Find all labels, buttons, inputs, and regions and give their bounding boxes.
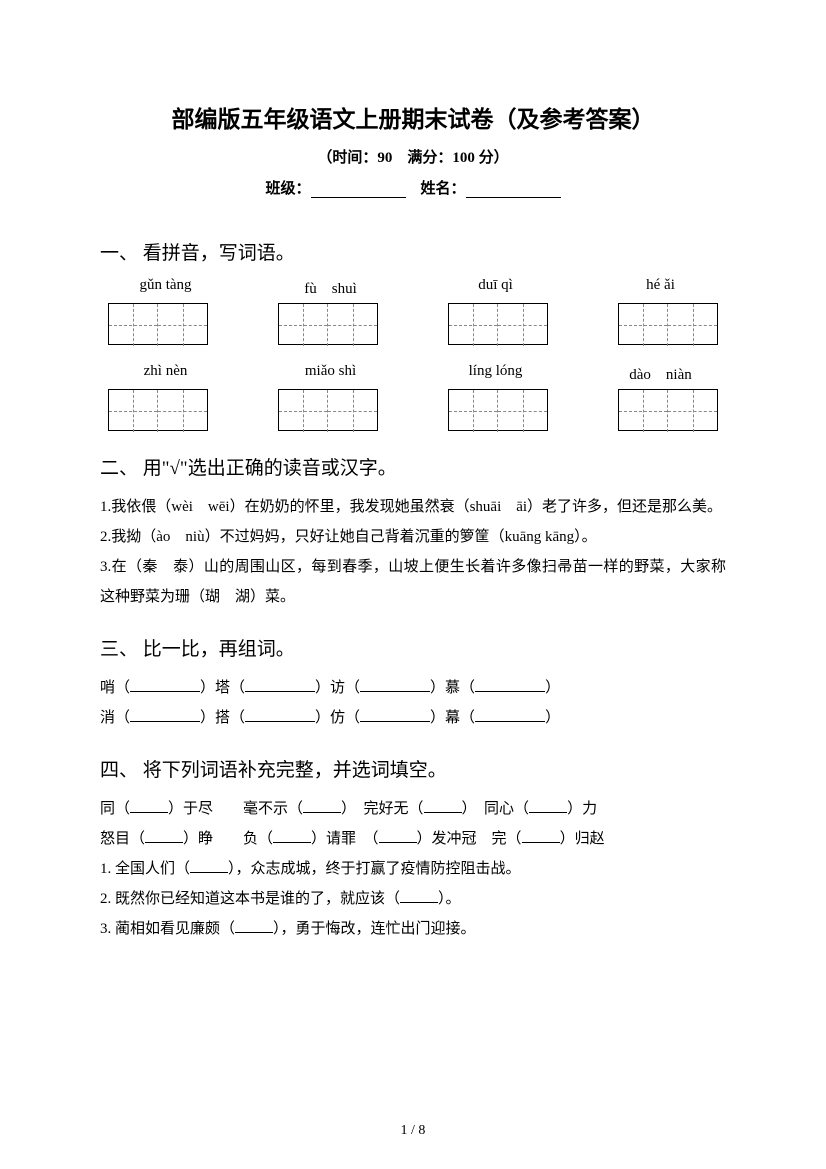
fill-blank[interactable] xyxy=(475,706,545,722)
fill-blank[interactable] xyxy=(145,827,183,843)
fill-blank[interactable] xyxy=(130,797,168,813)
pinyin-1-3: duī qì xyxy=(438,277,553,298)
fill-blank[interactable] xyxy=(360,706,430,722)
pinyin-2-1: zhì nèn xyxy=(108,363,223,384)
pinyin-1-4: hé ǎi xyxy=(603,277,718,298)
section-4-item-1: 1. 全国人们（），众志成城，终于打赢了疫情防控阻击战。 xyxy=(100,854,726,884)
class-blank[interactable] xyxy=(311,180,406,198)
fill-blank[interactable] xyxy=(130,706,200,722)
fill-blank[interactable] xyxy=(522,827,560,843)
pinyin-2-4: dào niàn xyxy=(603,363,718,384)
section-4-item-2: 2. 既然你已经知道这本书是谁的了，就应该（）。 xyxy=(100,884,726,914)
pinyin-row-2: zhì nèn miǎo shì líng lóng dào niàn xyxy=(100,363,726,384)
fill-blank[interactable] xyxy=(235,917,273,933)
box-row-2 xyxy=(100,389,726,431)
char-box[interactable] xyxy=(278,389,378,431)
char-box[interactable] xyxy=(448,303,548,345)
section-4-line-2: 怒目（）睁 负（）请罪 （）发冲冠 完（）归赵 xyxy=(100,824,726,854)
fill-blank[interactable] xyxy=(360,676,430,692)
section-4-title: 四、 将下列词语补充完整，并选词填空。 xyxy=(100,755,726,782)
box-row-1 xyxy=(100,303,726,345)
pinyin-row-1: gǔn tàng fù shuì duī qì hé ǎi xyxy=(100,277,726,298)
pinyin-1-2: fù shuì xyxy=(273,277,388,298)
pinyin-1-1: gǔn tàng xyxy=(108,277,223,298)
section-2-item-2: 2.我拗（ào niù）不过妈妈，只好让她自己背着沉重的箩筐（kuāng kān… xyxy=(100,522,726,552)
name-blank[interactable] xyxy=(466,180,561,198)
char-box[interactable] xyxy=(278,303,378,345)
section-2-item-3: 3.在（秦 泰）山的周围山区，每到春季，山坡上便生长着许多像扫帚苗一样的野菜，大… xyxy=(100,552,726,612)
section-1-title: 一、 看拼音，写词语。 xyxy=(100,238,726,265)
fill-blank[interactable] xyxy=(130,676,200,692)
char-box[interactable] xyxy=(618,303,718,345)
section-3-title: 三、 比一比，再组词。 xyxy=(100,634,726,661)
section-4-line-1: 同（）于尽 毫不示（） 完好无（） 同心（）力 xyxy=(100,794,726,824)
section-3-line-2: 消（）搭（）仿（）幕（） xyxy=(100,703,726,733)
fill-blank[interactable] xyxy=(529,797,567,813)
char-box[interactable] xyxy=(618,389,718,431)
student-info-line: 班级： 姓名： xyxy=(100,177,726,198)
char-box[interactable] xyxy=(448,389,548,431)
page-number: 1 / 8 xyxy=(0,1123,826,1139)
pinyin-2-3: líng lóng xyxy=(438,363,553,384)
fill-blank[interactable] xyxy=(245,706,315,722)
char-box[interactable] xyxy=(108,389,208,431)
section-3-line-1: 哨（）塔（）访（）慕（） xyxy=(100,673,726,703)
fill-blank[interactable] xyxy=(190,857,228,873)
char-box[interactable] xyxy=(108,303,208,345)
fill-blank[interactable] xyxy=(273,827,311,843)
fill-blank[interactable] xyxy=(400,887,438,903)
pinyin-2-2: miǎo shì xyxy=(273,363,388,384)
fill-blank[interactable] xyxy=(379,827,417,843)
name-label: 姓名： xyxy=(421,181,466,197)
class-label: 班级： xyxy=(265,181,310,197)
fill-blank[interactable] xyxy=(303,797,341,813)
fill-blank[interactable] xyxy=(424,797,462,813)
section-4-item-3: 3. 蔺相如看见廉颇（），勇于悔改，连忙出门迎接。 xyxy=(100,914,726,944)
exam-subtitle: （时间：90 满分：100 分） xyxy=(100,146,726,167)
section-2-title: 二、 用"√"选出正确的读音或汉字。 xyxy=(100,453,726,480)
fill-blank[interactable] xyxy=(475,676,545,692)
section-2-item-1: 1.我依偎（wèi wēi）在奶奶的怀里，我发现她虽然衰（shuāi āi）老了… xyxy=(100,492,726,522)
exam-title: 部编版五年级语文上册期末试卷（及参考答案） xyxy=(100,100,726,134)
fill-blank[interactable] xyxy=(245,676,315,692)
